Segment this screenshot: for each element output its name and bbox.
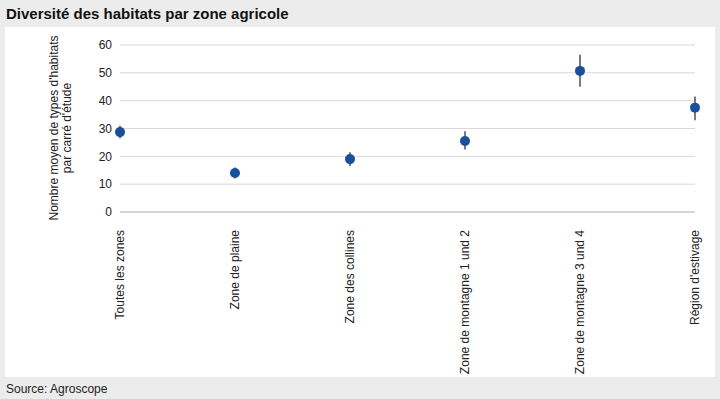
svg-text:0: 0 xyxy=(105,205,112,219)
svg-text:Zone de plaine: Zone de plaine xyxy=(228,230,242,310)
svg-text:Région d'estivage: Région d'estivage xyxy=(688,230,702,325)
svg-text:Zone de montagne 1 und 2: Zone de montagne 1 und 2 xyxy=(458,230,472,374)
svg-text:Zone des collines: Zone des collines xyxy=(343,230,357,323)
html-text:Source: Agroscope: Source: Agroscope xyxy=(6,382,108,396)
svg-text:20: 20 xyxy=(99,150,113,164)
svg-text:40: 40 xyxy=(99,94,113,108)
svg-text:60: 60 xyxy=(99,38,113,52)
svg-text:10: 10 xyxy=(99,177,113,191)
html-text:Nombre moyen de types d'habita: Nombre moyen de types d'habitats par car… xyxy=(47,35,74,221)
svg-text:Toutes les zones: Toutes les zones xyxy=(113,230,127,319)
svg-text:50: 50 xyxy=(99,66,113,80)
svg-text:30: 30 xyxy=(99,122,113,136)
svg-text:Zone de montagne 3 und 4: Zone de montagne 3 und 4 xyxy=(573,230,587,374)
html-text:Diversité des habitats par zon: Diversité des habitats par zone agricole xyxy=(6,5,289,22)
